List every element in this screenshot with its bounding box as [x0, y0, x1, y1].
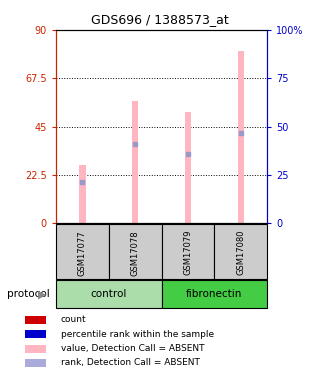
Bar	[238, 51, 244, 223]
Text: GSM17078: GSM17078	[131, 230, 140, 276]
Text: protocol: protocol	[7, 290, 50, 299]
Text: GSM17080: GSM17080	[236, 230, 245, 276]
Bar	[56, 224, 109, 279]
Text: value, Detection Call = ABSENT: value, Detection Call = ABSENT	[61, 344, 204, 353]
Text: percentile rank within the sample: percentile rank within the sample	[61, 330, 214, 339]
Bar	[79, 165, 85, 223]
Text: rank, Detection Call = ABSENT: rank, Detection Call = ABSENT	[61, 358, 200, 368]
Bar	[214, 224, 267, 279]
Text: GSM17079: GSM17079	[183, 230, 193, 276]
Text: GDS696 / 1388573_at: GDS696 / 1388573_at	[91, 13, 229, 26]
Bar	[162, 224, 214, 279]
Bar	[162, 280, 267, 308]
Bar	[25, 359, 46, 367]
Bar	[25, 316, 46, 324]
Bar	[109, 224, 162, 279]
Text: count: count	[61, 315, 86, 324]
Bar	[132, 101, 138, 223]
Bar	[185, 111, 191, 223]
Text: fibronectin: fibronectin	[186, 289, 243, 299]
Text: GSM17077: GSM17077	[78, 230, 87, 276]
Text: control: control	[91, 289, 127, 299]
Bar	[56, 280, 162, 308]
Bar	[25, 330, 46, 338]
Bar	[25, 345, 46, 352]
Text: ▶: ▶	[38, 290, 46, 300]
